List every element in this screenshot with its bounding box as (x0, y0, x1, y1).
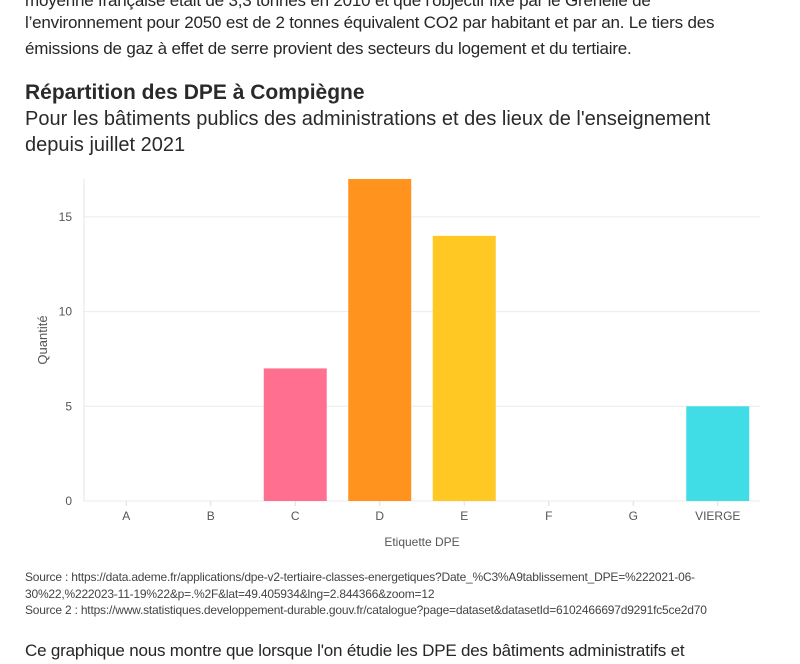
bar-d (348, 179, 412, 501)
bar-c (263, 368, 327, 501)
y-tick-label: 0 (65, 494, 72, 508)
x-tick-label: A (122, 509, 130, 523)
x-tick-label: B (207, 509, 215, 523)
y-axis-label: Quantité (35, 315, 50, 364)
bar-vierge (686, 406, 750, 501)
x-tick-label: D (375, 509, 384, 523)
chart-title: Répartition des DPE à Compiègne (25, 81, 365, 104)
y-tick-label: 15 (59, 210, 73, 224)
paragraph-line: émissions de gaz à effet de serre provie… (25, 39, 632, 58)
paragraph-line-cut: Ce graphique nous montre que lorsque l'o… (25, 641, 685, 660)
x-axis-label: Etiquette DPE (384, 535, 459, 549)
source-1-line-2: 30%22,%222023-11-19%22&p=.%2F&lat=49.405… (25, 587, 435, 601)
source-2: Source 2 : https://www.statistiques.deve… (25, 603, 707, 617)
x-tick-label: F (545, 509, 552, 523)
paragraph-line-cut: moyenne française était de 3,3 tonnes en… (25, 0, 651, 10)
chart-subtitle: Pour les bâtiments publics des administr… (25, 108, 711, 156)
bar-e (432, 235, 496, 501)
x-tick-label: G (629, 509, 638, 523)
y-tick-label: 10 (59, 305, 73, 319)
source-1-line-1: Source : https://data.ademe.fr/applicati… (25, 570, 695, 584)
x-tick-label: E (460, 509, 468, 523)
x-tick-label: C (291, 509, 300, 523)
x-tick-label: VIERGE (695, 509, 740, 523)
paragraph-line: l’environnement pour 2050 est de 2 tonne… (25, 13, 715, 32)
y-tick-label: 5 (65, 399, 72, 413)
